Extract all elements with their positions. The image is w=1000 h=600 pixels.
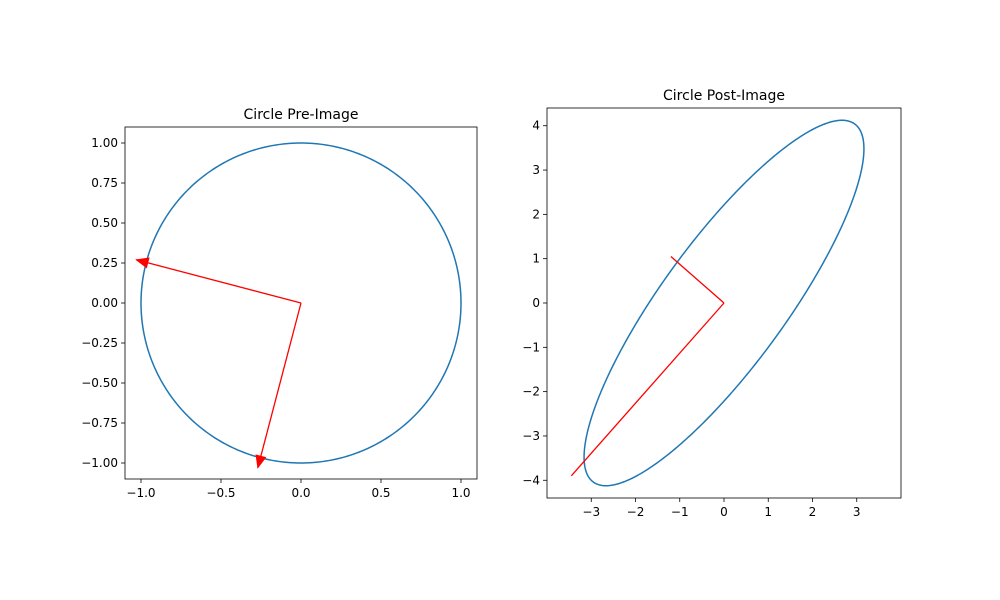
y-tick-label: −1.00 bbox=[81, 456, 118, 470]
x-tick-label: 2 bbox=[809, 505, 817, 519]
vector-2 bbox=[670, 255, 725, 304]
x-tick-label: −0.5 bbox=[206, 486, 235, 500]
vector-1 bbox=[570, 302, 725, 477]
ellipse-curve bbox=[140, 142, 462, 464]
chart-title: Circle Post-Image bbox=[663, 88, 785, 104]
x-tick-label: 0 bbox=[720, 505, 728, 519]
y-tick-label: −0.75 bbox=[81, 416, 118, 430]
y-tick-label: −4 bbox=[522, 473, 540, 487]
x-tick-label: 1.0 bbox=[451, 486, 470, 500]
y-tick-label: 1.00 bbox=[91, 136, 118, 150]
y-tick-label: −1 bbox=[522, 340, 540, 354]
y-tick-label: −2 bbox=[522, 385, 540, 399]
y-tick-label: 0.50 bbox=[91, 216, 118, 230]
y-tick-label: −3 bbox=[522, 429, 540, 443]
chart-pre-image: Circle Pre-Image −1.0 −0.5 0.0 0.5 1.0 −1.00 −0… bbox=[81, 107, 478, 500]
ellipse-curve bbox=[583, 119, 865, 487]
y-tick-label: 4 bbox=[532, 119, 540, 133]
vector-2-arrowhead bbox=[255, 454, 267, 469]
y-tick-label: 2 bbox=[532, 207, 540, 221]
y-tick-label: 1 bbox=[532, 252, 540, 266]
x-tick-label: 0.5 bbox=[371, 486, 390, 500]
y-tick-label: −0.50 bbox=[81, 376, 118, 390]
x-tick-label: 1 bbox=[764, 505, 772, 519]
vector-1 bbox=[136, 259, 302, 304]
vector-2 bbox=[257, 302, 302, 468]
x-tick-label: 0.0 bbox=[291, 486, 310, 500]
x-tick-label: −2 bbox=[627, 505, 645, 519]
y-tick-label: 0.25 bbox=[91, 256, 118, 270]
chart-post-image: Circle Post-Image −3 −2 −1 0 1 2 3 −4 −3 −2 −1 0 1 2 3 4 bbox=[522, 88, 902, 519]
y-tick-label: 0.75 bbox=[91, 176, 118, 190]
x-tick-label: 3 bbox=[853, 505, 861, 519]
x-tick-label: −3 bbox=[582, 505, 600, 519]
y-tick-label: −0.25 bbox=[81, 336, 118, 350]
x-tick-label: −1 bbox=[671, 505, 689, 519]
x-tick-label: −1.0 bbox=[126, 486, 155, 500]
y-tick-label: 3 bbox=[532, 163, 540, 177]
y-tick-label: 0.00 bbox=[91, 296, 118, 310]
chart-title: Circle Pre-Image bbox=[244, 107, 359, 123]
vector-1-arrowhead bbox=[135, 257, 150, 269]
y-tick-label: 0 bbox=[532, 296, 540, 310]
